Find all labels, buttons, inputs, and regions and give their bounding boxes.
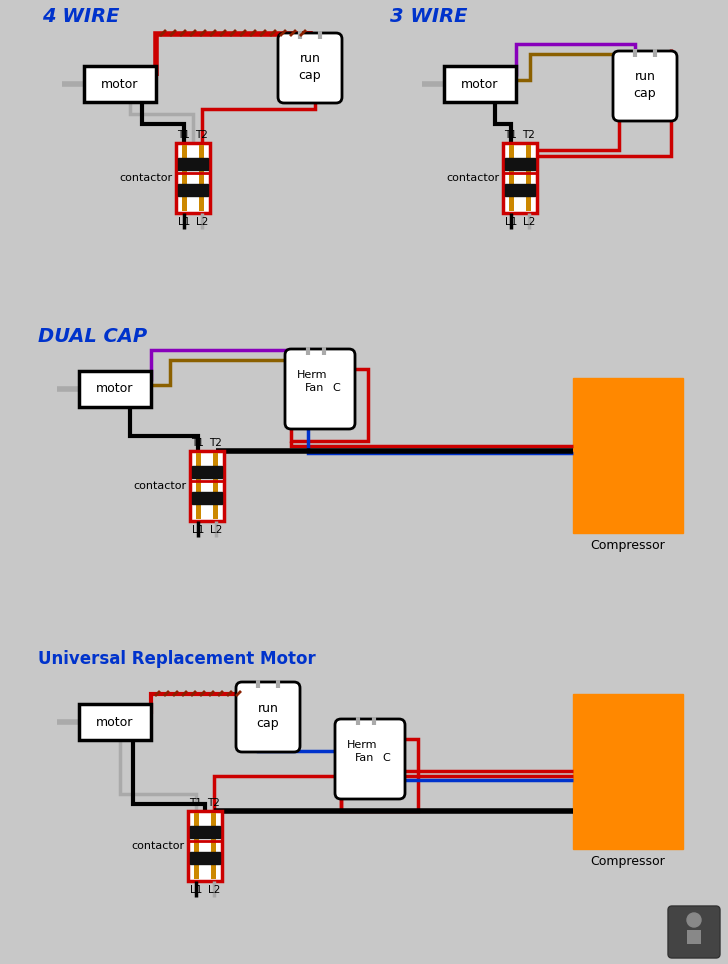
Text: L2: L2 (210, 525, 222, 535)
Text: L1: L1 (190, 885, 202, 895)
FancyBboxPatch shape (278, 33, 342, 103)
Text: cap: cap (257, 717, 280, 731)
Bar (199, 145, 204, 211)
Text: L2: L2 (207, 885, 220, 895)
Text: Compressor: Compressor (590, 539, 665, 551)
Bar (176, 143, 210, 213)
FancyBboxPatch shape (613, 51, 677, 121)
Text: cap: cap (633, 87, 657, 99)
Text: DUAL CAP: DUAL CAP (38, 327, 147, 345)
Bar (526, 145, 531, 211)
Text: Herm: Herm (347, 740, 377, 750)
Text: T1: T1 (189, 798, 202, 808)
Text: cap: cap (298, 68, 321, 82)
Bar (194, 813, 199, 879)
Bar (178, 184, 208, 196)
Bar (444, 66, 516, 102)
Bar (192, 466, 222, 478)
Bar (213, 453, 218, 519)
Text: 3 WIRE: 3 WIRE (390, 7, 467, 25)
Bar (79, 704, 151, 740)
Bar (178, 158, 208, 170)
Bar (188, 811, 222, 881)
Text: run: run (635, 70, 655, 84)
Text: T1: T1 (178, 130, 191, 140)
Bar (190, 451, 224, 521)
Bar (573, 694, 683, 849)
Text: contactor: contactor (447, 173, 500, 183)
Bar (509, 145, 514, 211)
Bar (84, 66, 156, 102)
Text: motor: motor (462, 77, 499, 91)
Text: C: C (332, 383, 340, 393)
Text: Fan: Fan (305, 383, 325, 393)
Text: contactor: contactor (132, 841, 185, 851)
Text: motor: motor (101, 77, 139, 91)
Text: Compressor: Compressor (590, 854, 665, 868)
Text: T1: T1 (191, 438, 205, 448)
Bar (190, 826, 220, 838)
Bar (687, 930, 701, 944)
FancyBboxPatch shape (236, 682, 300, 752)
Circle shape (687, 913, 701, 927)
Bar (196, 453, 201, 519)
Text: L1: L1 (505, 217, 517, 227)
Text: Universal Replacement Motor: Universal Replacement Motor (38, 650, 316, 668)
Text: T2: T2 (523, 130, 535, 140)
Text: Fan: Fan (355, 753, 375, 763)
Bar (211, 813, 216, 879)
Text: 4 WIRE: 4 WIRE (42, 7, 119, 25)
FancyBboxPatch shape (335, 719, 405, 799)
Text: motor: motor (96, 715, 134, 729)
FancyBboxPatch shape (285, 349, 355, 429)
Text: run: run (299, 52, 320, 66)
Text: L2: L2 (196, 217, 208, 227)
Bar (79, 371, 151, 407)
Bar (503, 143, 537, 213)
Text: L2: L2 (523, 217, 535, 227)
Text: T1: T1 (505, 130, 518, 140)
Bar (192, 492, 222, 504)
Bar (182, 145, 187, 211)
Text: L1: L1 (178, 217, 190, 227)
Bar (505, 158, 535, 170)
Text: motor: motor (96, 383, 134, 395)
Text: T2: T2 (207, 798, 221, 808)
Text: contactor: contactor (134, 481, 187, 491)
Bar (573, 378, 683, 533)
Bar (505, 184, 535, 196)
Text: C: C (382, 753, 390, 763)
Text: L1: L1 (191, 525, 204, 535)
Text: contactor: contactor (120, 173, 173, 183)
Text: run: run (258, 702, 278, 714)
Text: T2: T2 (196, 130, 208, 140)
FancyBboxPatch shape (668, 906, 720, 958)
Bar (190, 852, 220, 864)
Text: Herm: Herm (297, 370, 328, 380)
Text: T2: T2 (210, 438, 223, 448)
